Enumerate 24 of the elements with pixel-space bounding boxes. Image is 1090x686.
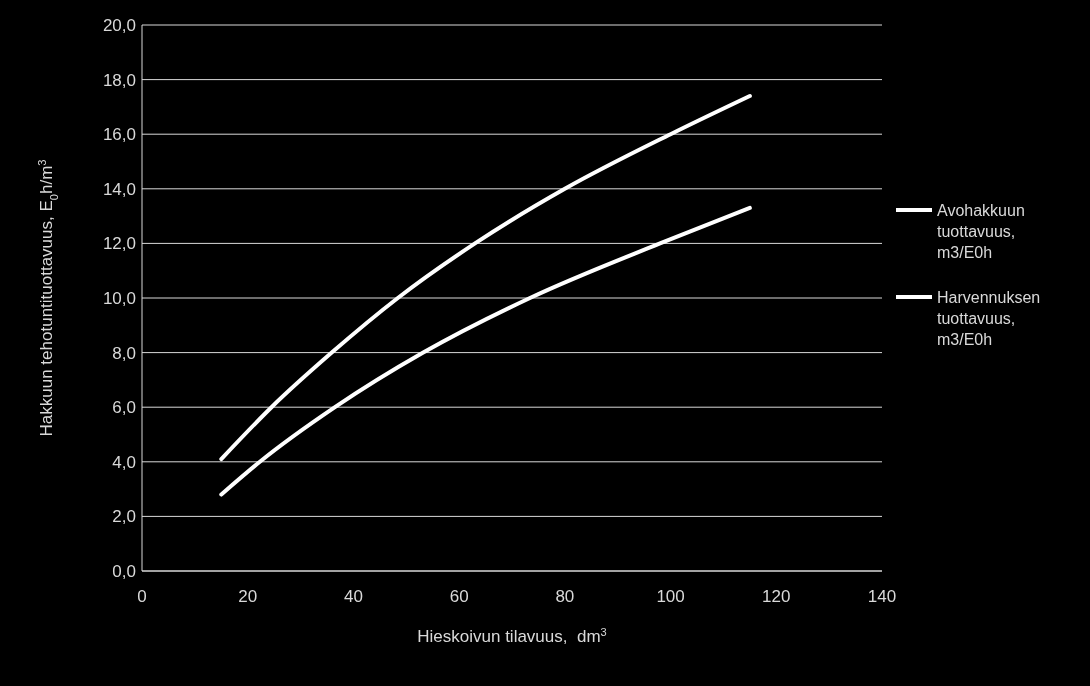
y-tick-label: 14,0 bbox=[102, 179, 136, 199]
x-tick-label: 20 bbox=[238, 587, 258, 606]
x-tick-label: 120 bbox=[762, 587, 791, 606]
y-tick-label: 18,0 bbox=[102, 70, 136, 90]
y-tick-label: 16,0 bbox=[102, 125, 136, 145]
y-tick-label: 20,0 bbox=[102, 15, 136, 35]
y-tick-label: 2,0 bbox=[112, 507, 136, 527]
line-series bbox=[219, 93, 752, 462]
x-axis-title: Hieskoivun tilavuus, dm$^{3}$ bbox=[417, 626, 607, 646]
y-tick-label: 0,0 bbox=[112, 561, 136, 581]
x-tick-label: 140 bbox=[867, 587, 897, 606]
y-tick-label: 8,0 bbox=[112, 343, 136, 363]
x-tick-label: 40 bbox=[343, 587, 363, 606]
y-tick-label: 6,0 bbox=[112, 398, 136, 418]
x-tick-label: 100 bbox=[656, 587, 685, 606]
y-tick-label: 4,0 bbox=[112, 452, 136, 472]
legend-label: Avohakkuun tuottavuus, m3/E0h bbox=[937, 202, 1025, 261]
x-tick-label: 60 bbox=[449, 587, 469, 606]
y-tick-label: 10,0 bbox=[102, 288, 136, 308]
x-tick-label: 80 bbox=[555, 587, 575, 606]
y-tick-label: 12,0 bbox=[102, 234, 136, 254]
x-tick-label: 0 bbox=[137, 587, 147, 606]
line-series bbox=[219, 205, 752, 497]
legend-label: Harvennuksen tuottavuus, m3/E0h bbox=[937, 289, 1041, 348]
